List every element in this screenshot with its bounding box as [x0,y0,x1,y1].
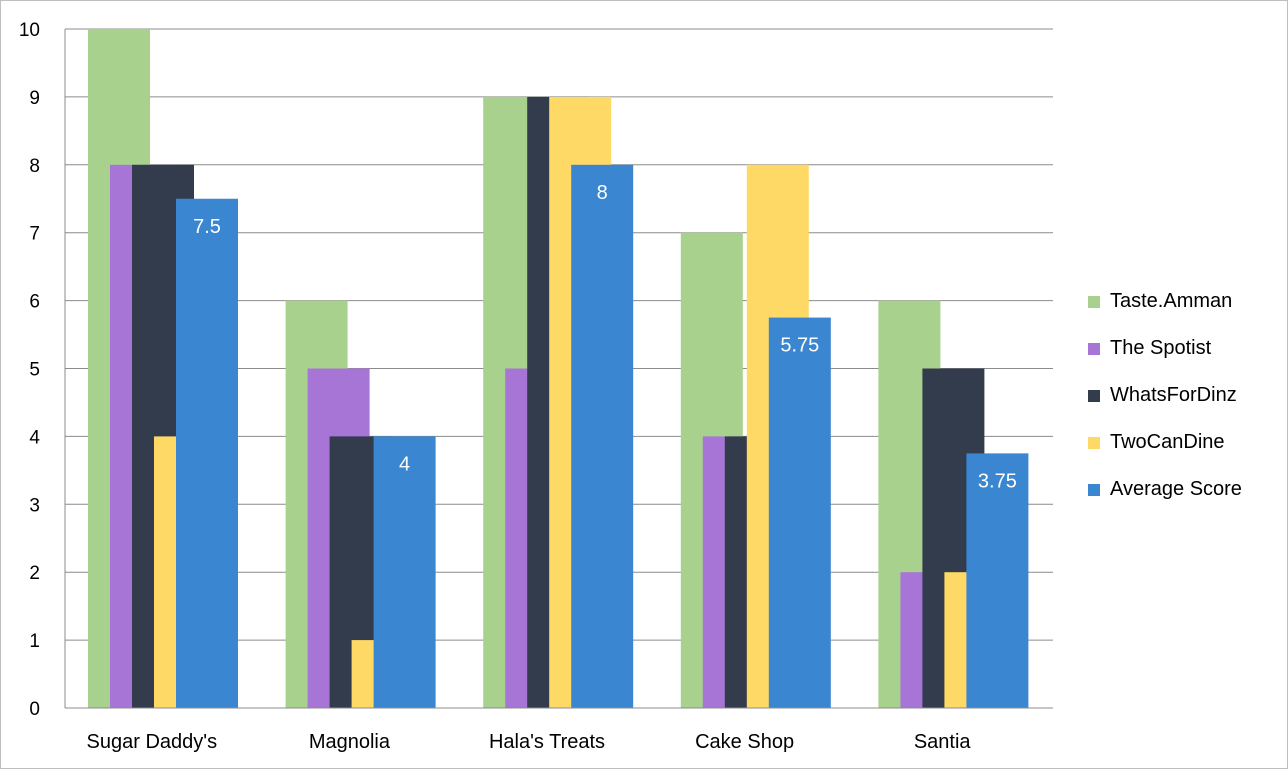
data-label: 8 [597,182,608,204]
data-label: 4 [399,453,410,475]
x-category-label: Magnolia [309,731,391,753]
legend-label: WhatsForDinz [1110,384,1237,406]
y-tick-label: 8 [29,156,40,177]
legend-swatch [1088,295,1100,308]
y-tick-label: 0 [29,699,40,720]
bar [571,164,634,709]
legend-item: The Spotist [1088,325,1278,372]
data-label: 7.5 [193,216,221,238]
legend-item: Taste.Amman [1088,278,1278,325]
legend-label: The Spotist [1110,337,1212,359]
x-category-label: Santia [914,731,972,753]
legend: Taste.Amman The Spotist WhatsForDinz TwoCan… [1088,278,1278,513]
y-tick-label: 3 [29,495,40,516]
y-tick-label: 9 [29,88,40,109]
y-tick-label: 6 [29,292,40,313]
legend-swatch [1088,436,1100,449]
axes: 0 1 2 3 4 5 6 7 8 9 10 Sugar Daddy's Magnolia Hala's … [19,20,1053,753]
bar [966,453,1029,708]
legend-item: Average Score [1088,466,1278,513]
y-tick-label: 5 [29,360,40,381]
data-labels: 7.5 4 8 5.75 3.75 [193,182,1017,493]
data-label: 3.75 [978,470,1017,492]
bar [176,198,238,708]
x-category-label: Sugar Daddy's [87,731,218,753]
y-tick-label: 4 [29,427,40,448]
bar [768,317,831,708]
y-tick-label: 10 [19,20,40,41]
legend-label: TwoCanDine [1110,431,1225,453]
y-tick-label: 1 [29,631,40,652]
bars [88,29,1029,709]
y-tick-label: 2 [29,563,40,584]
legend-label: Average Score [1110,478,1242,500]
legend-label: Taste.Amman [1110,290,1233,312]
legend-item: TwoCanDine [1088,419,1278,466]
bar [373,436,436,708]
x-category-label: Hala's Treats [489,731,605,753]
y-tick-label: 7 [29,224,40,245]
x-category-label: Cake Shop [695,731,794,753]
data-label: 5.75 [780,335,819,357]
legend-swatch [1088,342,1100,355]
legend-swatch [1088,389,1100,402]
legend-swatch [1088,483,1100,496]
legend-item: WhatsForDinz [1088,372,1278,419]
